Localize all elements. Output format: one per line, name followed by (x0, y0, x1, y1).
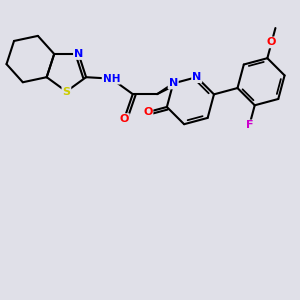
Text: O: O (267, 38, 276, 47)
Text: O: O (119, 114, 129, 124)
Text: N: N (74, 49, 83, 59)
Text: N: N (169, 78, 178, 88)
Text: O: O (143, 107, 152, 117)
Text: S: S (62, 86, 70, 97)
Text: N: N (192, 72, 201, 82)
Text: F: F (246, 120, 253, 130)
Text: NH: NH (103, 74, 120, 84)
